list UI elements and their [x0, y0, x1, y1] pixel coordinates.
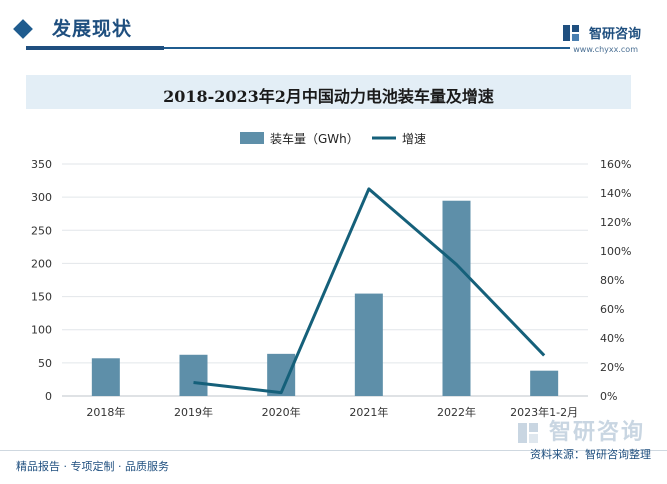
- y-left-tick-label: 100: [31, 324, 52, 337]
- y-right-tick-label: 140%: [600, 187, 631, 200]
- y-left-tick-label: 150: [31, 291, 52, 304]
- footer-divider: [0, 450, 667, 451]
- section-title: 发展现状: [52, 18, 133, 40]
- diamond-icon: [13, 19, 33, 39]
- chart-title: 2018-2023年2月中国动力电池装车量及增速: [163, 87, 494, 106]
- bar: [354, 293, 383, 396]
- x-tick-label: 2018年: [86, 405, 125, 419]
- legend-label-line: 增速: [402, 132, 426, 146]
- y-left-tick-label: 350: [31, 158, 52, 171]
- brand-logo-icon: [562, 24, 579, 41]
- y-right-tick-label: 160%: [600, 158, 631, 171]
- footer-tagline: 精品报告 · 专项定制 · 品质服务: [16, 460, 169, 473]
- bar: [91, 358, 120, 396]
- bar: [442, 200, 471, 396]
- y-right-tick-label: 120%: [600, 216, 631, 229]
- bar: [530, 370, 559, 396]
- watermark-logo-icon: [518, 423, 539, 443]
- y-left-tick-label: 200: [31, 257, 52, 270]
- legend-label-bar: 装车量（GWh）: [270, 131, 359, 146]
- brand-url: www.chyxx.com: [570, 45, 641, 54]
- header: 发展现状 智研咨询 www.chyxx.com: [0, 0, 667, 62]
- chart-title-band: 2018-2023年2月中国动力电池装车量及增速: [26, 75, 631, 109]
- watermark-text: 智研咨询: [548, 420, 645, 445]
- growth-line: [193, 187, 546, 395]
- x-tick-label: 2019年: [174, 405, 213, 419]
- y-left-tick-label: 0: [45, 390, 52, 403]
- y-left-tick-label: 50: [38, 357, 52, 370]
- y-left-tick-label: 250: [31, 224, 52, 237]
- legend-swatch-bar: [240, 132, 264, 144]
- header-divider: [26, 47, 641, 49]
- watermark: 智研咨询: [517, 414, 645, 446]
- x-tick-label: 2022年: [437, 405, 476, 419]
- y-right-tick-label: 60%: [600, 303, 624, 316]
- y-right-tick-label: 20%: [600, 361, 624, 374]
- x-tick-label: 2021年: [349, 405, 388, 419]
- bar: [179, 354, 208, 396]
- y-right-tick-label: 100%: [600, 245, 631, 258]
- x-tick-label: 2020年: [262, 405, 301, 419]
- y-right-tick-label: 80%: [600, 274, 624, 287]
- header-divider-accent: [26, 46, 164, 50]
- brand-logo-text: 智研咨询: [588, 27, 641, 42]
- source-note: 资料来源：智研咨询整理: [530, 448, 651, 461]
- brand-logo: 智研咨询: [562, 22, 641, 42]
- y-left-tick-label: 300: [31, 191, 52, 204]
- chart: 0 50 100 150 200 250 300 350 0% 20% 40% 60% 80% 100% 1…: [31, 131, 631, 419]
- x-tick-label: 2023年1-2月: [510, 405, 578, 419]
- y-right-tick-label: 40%: [600, 332, 624, 345]
- y-right-tick-label: 0%: [600, 390, 617, 403]
